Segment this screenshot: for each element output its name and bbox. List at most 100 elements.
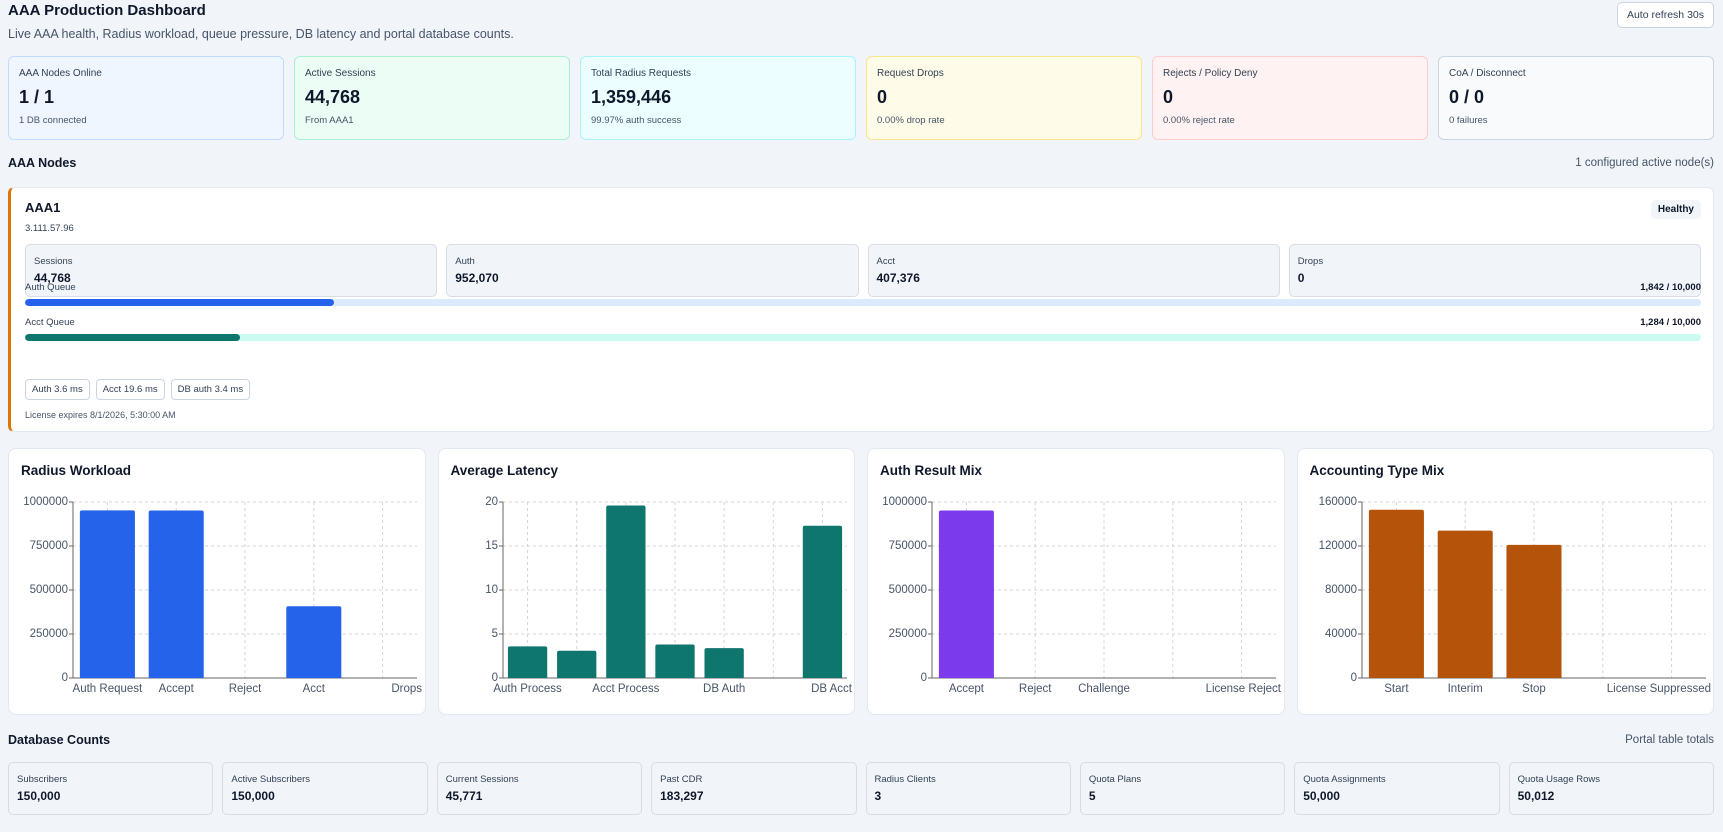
stat-label: AAA Nodes Online [19, 68, 102, 79]
chart-title: Auth Result Mix [880, 463, 983, 478]
y-tick-label: 40000 [1325, 628, 1357, 640]
metric-label: Sessions [34, 256, 73, 267]
metric-label: Acct [876, 256, 895, 267]
latency-pill: Auth 3.6 ms [25, 379, 90, 400]
latency-pills: Auth 3.6 ms Acct 19.6 ms DB auth 3.4 ms [25, 379, 251, 400]
bar [1368, 509, 1424, 678]
stat-card: Total Radius Requests 1,359,446 99.97% aut… [580, 56, 856, 140]
db-label: Quota Plans [1088, 774, 1142, 785]
metric-tile: Auth 952,070 [446, 244, 859, 297]
chart-title: Accounting Type Mix [1309, 463, 1445, 478]
db-tile: Quota Plans 5 [1079, 762, 1286, 815]
stat-note: From AAA1 [305, 115, 354, 126]
y-tick-label: 120000 [1318, 540, 1356, 552]
x-tick-label: Accept [949, 683, 985, 695]
stat-card: Request Drops 0 0.00% drop rate [866, 56, 1142, 140]
page-subtitle: Live AAA health, Radius workload, queue … [8, 27, 514, 41]
db-tile: Current Sessions 45,771 [436, 762, 643, 815]
y-tick-label: 0 [491, 672, 497, 684]
db-tile: Quota Assignments 50,000 [1294, 762, 1500, 815]
queue-fill [25, 299, 334, 306]
chart-title: Average Latency [450, 463, 559, 478]
db-label: Radius Clients [874, 774, 936, 785]
y-tick-label: 0 [62, 672, 68, 684]
stat-note: 0 failures [1449, 115, 1488, 126]
queue-track [25, 299, 1701, 306]
y-tick-label: 0 [921, 672, 927, 684]
x-tick-label: Reject [229, 683, 262, 695]
queue-track [25, 334, 1701, 341]
y-tick-label: 80000 [1325, 584, 1357, 596]
db-header: Database Counts Portal table totals [8, 733, 1714, 747]
y-tick-label: 250000 [889, 628, 927, 640]
stat-label: Rejects / Policy Deny [1163, 68, 1258, 79]
stat-value: 0 [1163, 87, 1174, 107]
db-tile: Radius Clients 3 [865, 762, 1071, 815]
stat-cards: AAA Nodes Online 1 / 1 1 DB connected Activ… [8, 56, 1714, 140]
bar [286, 606, 342, 678]
x-tick-label: Acct [303, 683, 326, 695]
stat-note: 99.97% auth success [591, 115, 682, 126]
chart: 0 40000 80000 120000 160000 Start Interim Stop L… [1318, 496, 1710, 695]
license-note: License expires 8/1/2026, 5:30:00 AM [25, 410, 176, 420]
nodes-header: AAA Nodes 1 configured active node(s) [8, 156, 1714, 170]
bar [654, 644, 695, 678]
db-tile: Quota Usage Rows 50,012 [1508, 762, 1714, 815]
y-tick-label: 15 [485, 540, 498, 552]
db-value: 45,771 [445, 789, 483, 803]
stat-label: Request Drops [877, 68, 944, 79]
stat-note: 0.00% reject rate [1163, 115, 1235, 126]
stat-value: 0 / 0 [1449, 87, 1485, 107]
stat-card: CoA / Disconnect 0 / 0 0 failures [1438, 56, 1714, 140]
queue-name: Acct Queue [25, 317, 75, 328]
db-value: 150,000 [17, 789, 61, 803]
bar [507, 646, 547, 678]
x-tick-label: Reject [1019, 683, 1052, 695]
y-tick-label: 10 [485, 584, 498, 596]
status-badge: Healthy [1650, 200, 1701, 219]
metric-value: 0 [1297, 271, 1305, 285]
bar [703, 648, 744, 678]
x-tick-label: DB Acct [811, 683, 853, 695]
x-tick-label: Interim [1447, 683, 1482, 695]
x-tick-label: Auth Process [493, 683, 562, 695]
bar [148, 510, 204, 678]
stat-value: 1 / 1 [19, 87, 55, 107]
queue-fill [25, 334, 241, 341]
db-counts: Subscribers 150,000 Active Subscribers 150,… [8, 762, 1714, 815]
stat-note: 1 DB connected [19, 115, 87, 126]
bar [605, 505, 646, 678]
stat-card: Rejects / Policy Deny 0 0.00% reject rate [1152, 56, 1428, 140]
chart-panel: Auth Result Mix 0 250000 500000 750000 100000… [867, 448, 1285, 715]
metric-tile: Sessions 44,768 [25, 244, 438, 297]
section-title: AAA Nodes [8, 156, 77, 170]
stat-card: AAA Nodes Online 1 / 1 1 DB connected [8, 56, 284, 140]
metric-value: 407,376 [876, 271, 920, 285]
metric-value: 44,768 [34, 271, 71, 285]
stat-label: Active Sessions [305, 68, 376, 79]
db-label: Past CDR [660, 774, 703, 785]
chart: 0 5 10 15 20 Auth Process Acct Process DB Auth D… [485, 496, 853, 695]
y-tick-label: 750000 [889, 540, 927, 552]
db-label: Subscribers [17, 774, 68, 785]
chart-title: Radius Workload [21, 463, 132, 478]
y-tick-label: 160000 [1318, 496, 1356, 508]
refresh-button[interactable]: Auto refresh 30s [1616, 2, 1714, 28]
section-summary: Portal table totals [1625, 734, 1714, 746]
y-tick-label: 5 [491, 628, 497, 640]
db-tile: Subscribers 150,000 [8, 762, 214, 815]
bar [1505, 544, 1562, 678]
db-label: Quota Assignments [1303, 774, 1386, 785]
bar [802, 525, 842, 678]
latency-pill: DB auth 3.4 ms [170, 379, 251, 400]
metric-tile: Acct 407,376 [867, 244, 1280, 297]
db-value: 50,012 [1517, 789, 1555, 803]
y-tick-label: 750000 [30, 540, 68, 552]
bar [556, 650, 596, 678]
db-label: Current Sessions [445, 774, 519, 785]
metric-tile: Drops 0 [1288, 244, 1701, 297]
chart: 0 250000 500000 750000 1000000 Auth Request Ac… [23, 496, 422, 695]
x-tick-label: Stop [1522, 683, 1546, 695]
x-tick-label: License Reject [1206, 683, 1282, 695]
